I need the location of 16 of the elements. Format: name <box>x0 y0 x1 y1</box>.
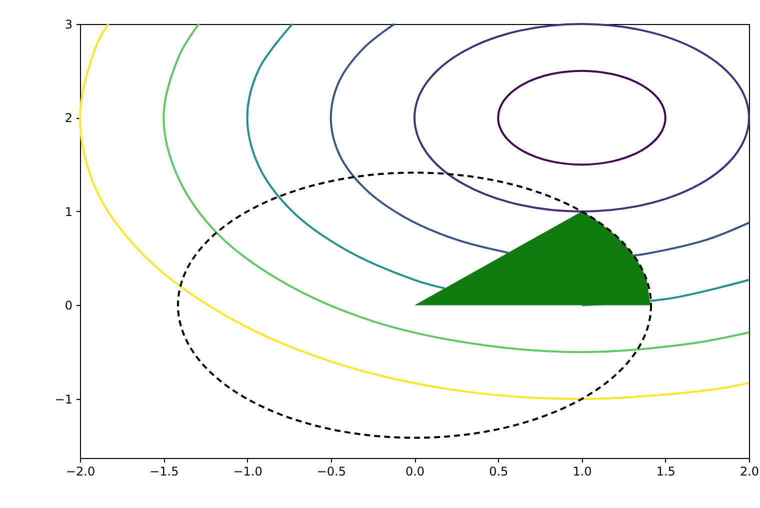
x-tick-label: −0.5 <box>316 464 346 478</box>
line-series <box>162 23 750 354</box>
x-tick-label: −1.5 <box>150 464 179 478</box>
x-tick-label: −1.0 <box>233 464 262 478</box>
y-tick-label: 3 <box>64 18 72 32</box>
y-tick-label: 0 <box>64 298 72 313</box>
y-tick-label: 1 <box>64 204 72 219</box>
x-tick-label: −2.0 <box>66 464 96 478</box>
y-tick-label: −1 <box>54 392 72 406</box>
x-tick-label: 2.0 <box>740 464 760 478</box>
x-tick-label: 0.0 <box>405 464 425 478</box>
line-series <box>79 23 750 400</box>
x-tick-label: 1.0 <box>572 464 592 478</box>
x-tick-label: 0.5 <box>489 464 508 478</box>
y-tick-label: 2 <box>64 111 72 126</box>
x-tick-label: 1.5 <box>656 464 676 478</box>
